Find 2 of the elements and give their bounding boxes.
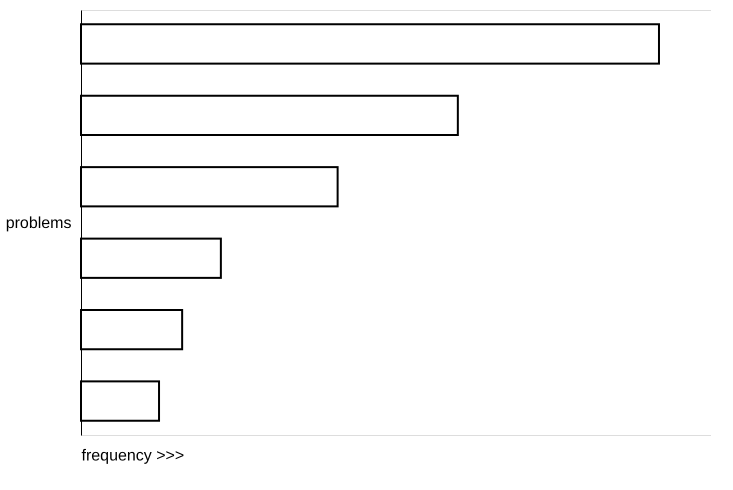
x-axis-title: frequency >>>: [82, 448, 184, 464]
y-axis-title: problems: [6, 215, 72, 232]
